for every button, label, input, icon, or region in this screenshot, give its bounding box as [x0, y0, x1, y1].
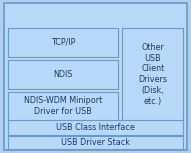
Bar	[122, 28, 183, 121]
Bar	[8, 92, 118, 121]
Text: USB Class Interface: USB Class Interface	[56, 123, 135, 132]
Text: NDIS-WDM Miniport
Driver for USB: NDIS-WDM Miniport Driver for USB	[24, 96, 102, 116]
Text: Other
USB
Client
Drivers
(Disk,
etc.): Other USB Client Drivers (Disk, etc.)	[138, 43, 167, 106]
Bar	[8, 28, 118, 57]
Text: NDIS: NDIS	[53, 70, 73, 79]
Text: USB Driver Stack: USB Driver Stack	[61, 138, 130, 147]
Text: TCP/IP: TCP/IP	[51, 38, 75, 47]
Bar	[8, 136, 183, 149]
Bar	[8, 60, 118, 89]
Bar	[8, 120, 183, 135]
